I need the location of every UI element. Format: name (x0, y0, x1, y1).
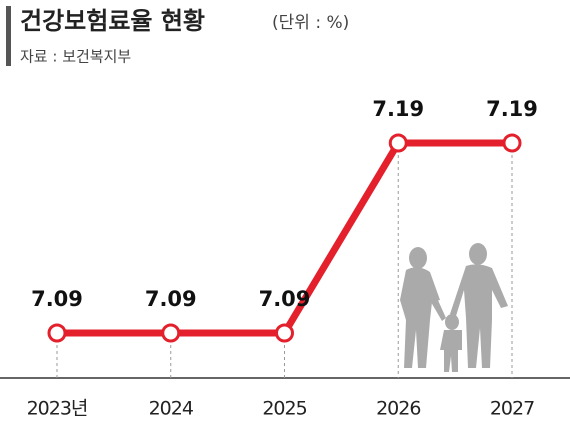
x-tick-label: 2025 (262, 398, 306, 420)
family-silhouette (400, 243, 508, 372)
x-tick-label: 2023년 (27, 398, 88, 420)
value-label: 7.09 (259, 287, 311, 311)
point (502, 133, 522, 153)
value-label: 7.19 (372, 97, 424, 121)
x-tick-label: 2026 (376, 398, 420, 420)
value-label: 7.19 (486, 97, 538, 121)
chart-title: 건강보험료율 현황 (20, 7, 205, 35)
value-label: 7.09 (145, 287, 197, 311)
x-tick-label: 2027 (490, 398, 534, 420)
point (388, 133, 408, 153)
point (275, 323, 294, 343)
x-tick-label: 2024 (149, 398, 194, 420)
source: 자료 : 보건복지부 (20, 48, 131, 66)
point (161, 323, 181, 343)
value-label: 7.09 (31, 287, 83, 311)
point (47, 323, 67, 343)
title-bar (6, 6, 11, 66)
chart-subtitle: (단위 : %) (272, 13, 349, 33)
